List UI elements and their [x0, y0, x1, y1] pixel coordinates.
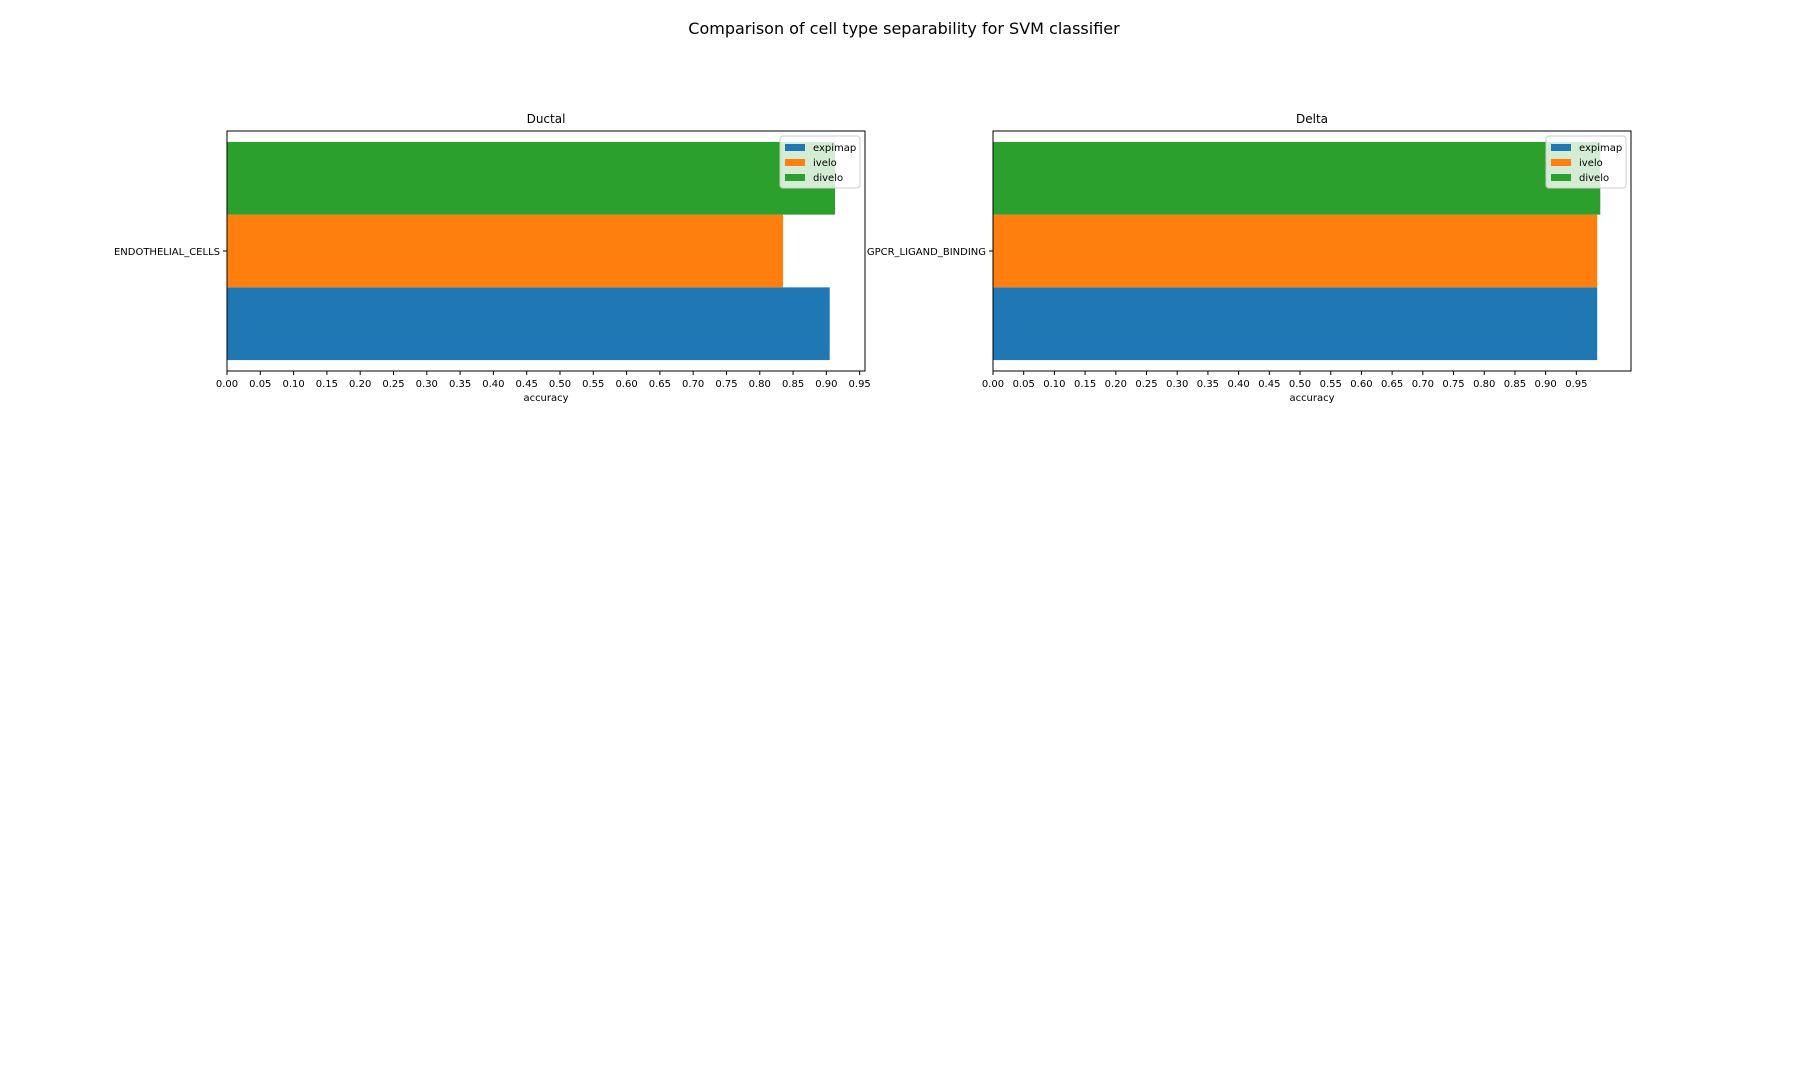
x-tick-label: 0.70	[1412, 379, 1434, 390]
legend-label-divelo: divelo	[813, 173, 843, 184]
x-tick-label: 0.80	[1473, 379, 1495, 390]
legend-label-divelo: divelo	[1579, 173, 1609, 184]
y-tick-label: ENDOTHELIAL_CELLS	[114, 247, 220, 258]
x-tick-label: 0.45	[1258, 379, 1280, 390]
legend-swatch-divelo	[1551, 174, 1571, 181]
bar-expimap	[227, 287, 830, 361]
legend-swatch-ivelo	[785, 159, 805, 166]
x-tick-label: 0.10	[1043, 379, 1065, 390]
legend-label-ivelo: ivelo	[1579, 158, 1603, 169]
x-tick-label: 0.60	[615, 379, 637, 390]
x-tick-label: 0.85	[1504, 379, 1526, 390]
x-tick-label: 0.70	[682, 379, 704, 390]
y-tick-label: GPCR_LIGAND_BINDING	[867, 247, 986, 258]
chart-panel-1: Ductal 0.00 0.05 0.10 0.15 0.20 0.25 0.30 0.35 0.…	[114, 112, 871, 404]
legend: expimap ivelo divelo	[779, 135, 861, 189]
x-tick-label: 0.00	[982, 379, 1004, 390]
bar-ivelo	[993, 214, 1598, 288]
x-axis-label: accuracy	[1289, 393, 1334, 404]
x-tick-label: 0.25	[382, 379, 404, 390]
legend-label-expimap: expimap	[1579, 143, 1622, 154]
x-tick-label: 0.35	[1197, 379, 1219, 390]
legend-swatch-expimap	[1551, 144, 1571, 151]
chart-title: Delta	[1296, 112, 1328, 126]
bar-divelo	[227, 141, 836, 215]
chart-title: Ductal	[527, 112, 566, 126]
x-tick-label: 0.55	[1320, 379, 1342, 390]
x-tick-label: 0.65	[1381, 379, 1403, 390]
bar-divelo	[993, 141, 1601, 215]
x-tick-label: 0.85	[782, 379, 804, 390]
x-tick-label: 0.10	[282, 379, 304, 390]
legend-label-expimap: expimap	[813, 143, 856, 154]
x-tick-label: 0.50	[549, 379, 571, 390]
x-tick-label: 0.15	[316, 379, 338, 390]
x-tick-label: 0.20	[349, 379, 371, 390]
x-tick-label: 0.90	[1535, 379, 1557, 390]
x-tick-label: 0.75	[715, 379, 737, 390]
x-tick-label: 0.75	[1442, 379, 1464, 390]
figure-title: Comparison of cell type separability for…	[688, 19, 1120, 38]
x-tick-label: 0.15	[1074, 379, 1096, 390]
x-tick-label: 0.95	[1565, 379, 1587, 390]
bar-ivelo	[227, 214, 784, 288]
x-tick-label: 0.80	[749, 379, 771, 390]
legend: expimap ivelo divelo	[1545, 135, 1627, 189]
x-tick-label: 0.95	[849, 379, 871, 390]
x-tick-label: 0.40	[482, 379, 504, 390]
x-tick-label: 0.55	[582, 379, 604, 390]
legend-swatch-ivelo	[1551, 159, 1571, 166]
x-tick-label: 0.20	[1105, 379, 1127, 390]
bar-expimap	[993, 287, 1598, 361]
x-tick-label: 0.30	[1166, 379, 1188, 390]
x-tick-label: 0.25	[1135, 379, 1157, 390]
x-tick-label: 0.05	[1013, 379, 1035, 390]
x-tick-label: 0.00	[216, 379, 238, 390]
x-tick-label: 0.65	[649, 379, 671, 390]
x-tick-label: 0.45	[516, 379, 538, 390]
legend-label-ivelo: ivelo	[813, 158, 837, 169]
x-tick-label: 0.60	[1350, 379, 1372, 390]
chart-panel-2: Delta 0.00 0.05 0.10 0.15 0.20 0.25 0.30 0.35 0.4…	[867, 112, 1632, 404]
x-tick-label: 0.35	[449, 379, 471, 390]
x-tick-label: 0.40	[1227, 379, 1249, 390]
legend-swatch-divelo	[785, 174, 805, 181]
legend-swatch-expimap	[785, 144, 805, 151]
x-tick-label: 0.50	[1289, 379, 1311, 390]
x-tick-label: 0.30	[416, 379, 438, 390]
x-tick-label: 0.90	[815, 379, 837, 390]
x-tick-label: 0.05	[249, 379, 271, 390]
x-axis-label: accuracy	[523, 393, 568, 404]
